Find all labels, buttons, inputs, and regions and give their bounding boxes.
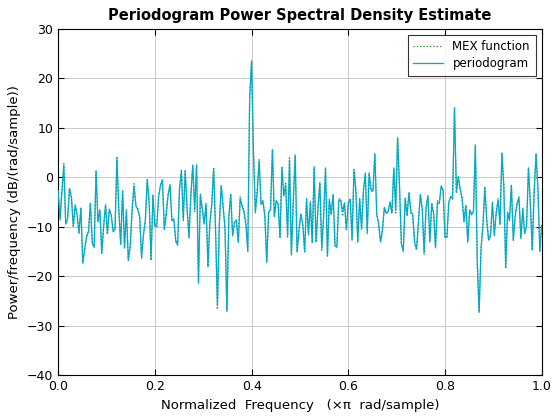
Y-axis label: Power/frequency (dB/(rad/sample)): Power/frequency (dB/(rad/sample)) (8, 85, 21, 319)
Legend: MEX function, periodogram: MEX function, periodogram (408, 34, 536, 76)
periodogram (267, 207, 274, 212)
Line: periodogram: periodogram (58, 61, 542, 312)
MEX function (239, 203, 245, 208)
MEX function (207, 222, 213, 227)
MEX function (449, 197, 456, 202)
MEX function (296, 228, 302, 233)
Line: MEX function: MEX function (58, 62, 542, 312)
MEX function (476, 310, 483, 315)
MEX function (233, 218, 240, 223)
MEX function (248, 60, 255, 65)
periodogram (55, 188, 62, 193)
periodogram (207, 220, 213, 226)
periodogram (476, 310, 483, 315)
periodogram (239, 203, 245, 208)
X-axis label: Normalized  Frequency   (×π  rad/sample): Normalized Frequency (×π rad/sample) (161, 399, 439, 412)
periodogram (449, 196, 456, 201)
periodogram (233, 218, 240, 223)
Title: Periodogram Power Spectral Density Estimate: Periodogram Power Spectral Density Estim… (108, 8, 492, 24)
MEX function (538, 222, 545, 227)
periodogram (296, 228, 302, 233)
MEX function (55, 188, 62, 193)
periodogram (248, 58, 255, 63)
periodogram (538, 223, 545, 228)
MEX function (267, 207, 274, 212)
